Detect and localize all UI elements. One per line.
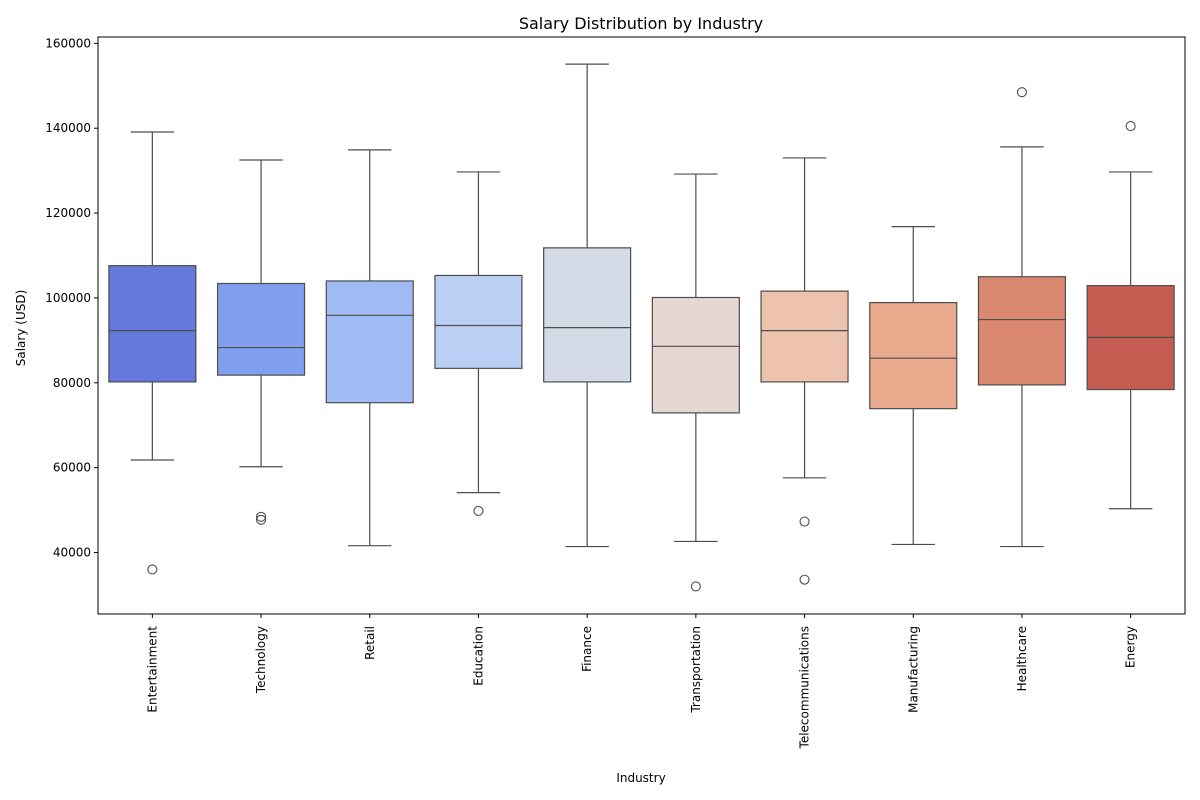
x-tick-label: Entertainment [145,626,159,713]
iqr-box [325,280,414,404]
x-tick-label: Education [471,626,485,686]
y-tick-label: 80000 [53,376,91,390]
box-manufacturing [869,226,958,546]
box-education [434,171,523,516]
x-tick-label: Retail [363,626,377,660]
outlier-point [473,505,484,516]
outlier-point [1016,87,1028,98]
outlier-point [799,574,810,585]
x-tick-label: Telecommunications [798,626,812,749]
y-axis-label: Salary (USD) [14,290,28,367]
iqr-box [543,247,632,383]
box-healthcare [977,87,1067,548]
chart-title: Salary Distribution by Industry [519,14,763,33]
x-tick-label: Technology [254,626,268,694]
plot-frame [97,36,1186,615]
outlier-point [147,564,158,575]
y-tick-label: 160000 [45,36,91,50]
iqr-box [651,296,740,414]
box-telecommunications [760,157,849,585]
x-tick-label: Energy [1124,626,1138,668]
x-tick-label: Finance [580,626,594,672]
iqr-box [869,301,958,410]
iqr-box [434,274,523,369]
outlier-point [255,511,267,522]
box-transportation [651,173,740,592]
box-retail [325,149,414,547]
y-tick-label: 60000 [53,461,91,475]
y-tick-label: 40000 [53,545,91,559]
outlier-point [799,516,810,527]
x-tick-label: Healthcare [1015,626,1029,691]
outlier-point [1125,121,1136,132]
outlier-point [690,581,701,592]
box-energy [1086,121,1175,510]
iqr-box [977,276,1067,386]
x-tick-label: Manufacturing [906,626,920,713]
plot-area: 40000 60000 80000 100000 120000 140000 160000 E… [45,36,1186,749]
box-entertainment [108,131,197,575]
iqr-box [108,265,197,383]
y-tick-label: 140000 [45,121,91,135]
x-axis-label: Industry [616,771,665,785]
iqr-box [760,290,849,383]
iqr-box [216,282,306,376]
box-technology [216,159,306,525]
box-finance [543,63,632,548]
y-tick-label: 120000 [45,206,91,220]
x-tick-label: Transportation [689,626,703,714]
outlier-point [255,514,267,525]
y-tick-label: 100000 [45,291,91,305]
